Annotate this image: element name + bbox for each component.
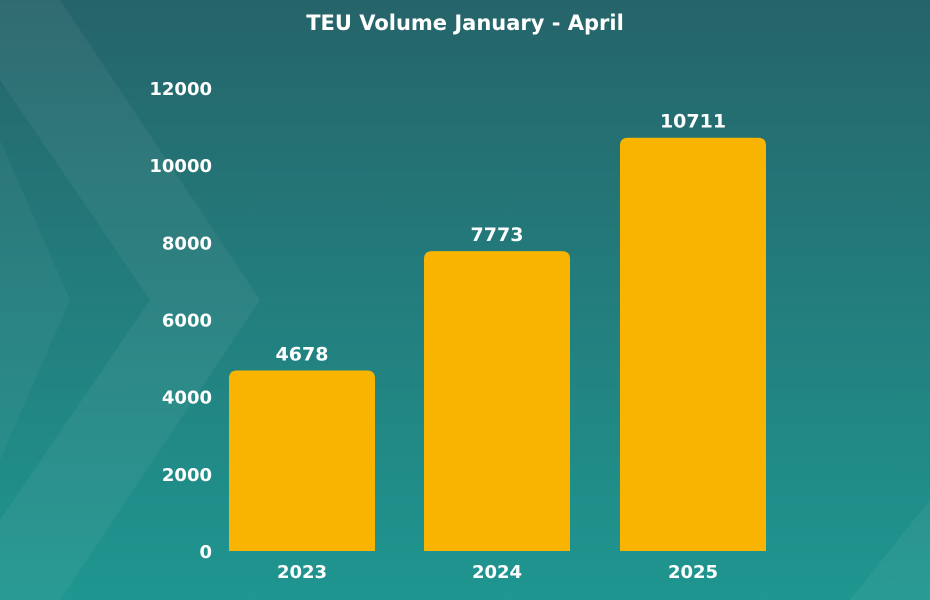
y-axis: 0 2000 4000 6000 8000 10000 12000 [149, 79, 212, 563]
y-tick-label: 2000 [162, 465, 212, 486]
y-tick-label: 8000 [162, 233, 212, 254]
y-tick-label: 0 [199, 542, 212, 563]
bar-2024 [424, 251, 570, 552]
x-tick-label-2023: 2023 [277, 562, 327, 583]
y-tick-label: 12000 [149, 79, 212, 100]
bar-2025 [620, 137, 766, 551]
background-chevron-shape [0, 0, 260, 600]
data-label-2024: 7773 [471, 224, 524, 246]
x-tick-label-2025: 2025 [668, 562, 718, 583]
data-label-2025: 10711 [660, 111, 726, 133]
chart-title: TEU Volume January - April [306, 11, 624, 35]
y-tick-label: 4000 [162, 388, 212, 409]
data-label-2023: 4678 [276, 344, 329, 366]
background-chevron-shape [0, 140, 70, 460]
x-axis: 2023 2024 2025 [277, 562, 718, 583]
y-tick-label: 10000 [149, 156, 212, 177]
data-labels: 4678 7773 10711 [276, 111, 727, 366]
background-corner-shape [850, 500, 930, 600]
x-tick-label-2024: 2024 [472, 562, 522, 583]
bar-2023 [229, 370, 375, 551]
y-tick-label: 6000 [162, 311, 212, 332]
bars [229, 137, 766, 552]
